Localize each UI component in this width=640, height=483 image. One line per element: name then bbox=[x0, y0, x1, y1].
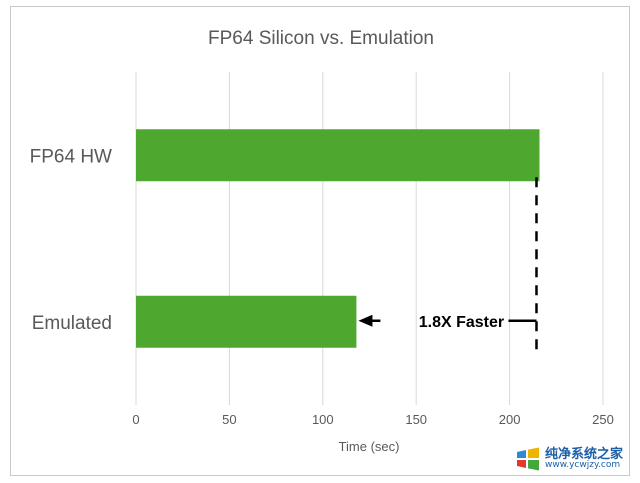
x-tick-label: 250 bbox=[592, 412, 614, 427]
bar bbox=[136, 295, 357, 348]
watermark-text: 纯净系统之家 bbox=[544, 447, 623, 462]
gridlines bbox=[135, 72, 604, 405]
x-tick-labels: 0 50 100 150 200 250 bbox=[132, 412, 613, 427]
annotation-label: 1.8X Faster bbox=[419, 314, 504, 331]
category-labels: FP64 HW Emulated bbox=[30, 146, 112, 334]
watermark-url: www.ycwjzy.com bbox=[544, 460, 621, 470]
windows-logo-icon bbox=[516, 447, 539, 471]
x-tick-label: 50 bbox=[222, 412, 236, 427]
x-axis-title: Time (sec) bbox=[339, 439, 400, 454]
chart-title: FP64 Silicon vs. Emulation bbox=[208, 28, 434, 49]
x-tick-label: 200 bbox=[499, 412, 521, 427]
bar-chart: FP64 Silicon vs. Emulation FP64 HW Emulat… bbox=[30, 28, 614, 454]
watermark: 纯净系统之家 www.ycwjzy.com bbox=[515, 447, 623, 471]
chart-frame: FP64 Silicon vs. Emulation FP64 HW Emulat… bbox=[10, 6, 630, 476]
x-tick-label: 100 bbox=[312, 412, 334, 427]
category-label: FP64 HW bbox=[30, 146, 112, 167]
arrow-head-icon bbox=[358, 314, 373, 327]
category-label: Emulated bbox=[32, 313, 112, 334]
x-tick-label: 150 bbox=[405, 412, 427, 427]
bars bbox=[136, 129, 540, 348]
bar bbox=[136, 129, 540, 182]
speedup-annotation: 1.8X Faster bbox=[358, 177, 538, 356]
x-tick-label: 0 bbox=[132, 412, 139, 427]
